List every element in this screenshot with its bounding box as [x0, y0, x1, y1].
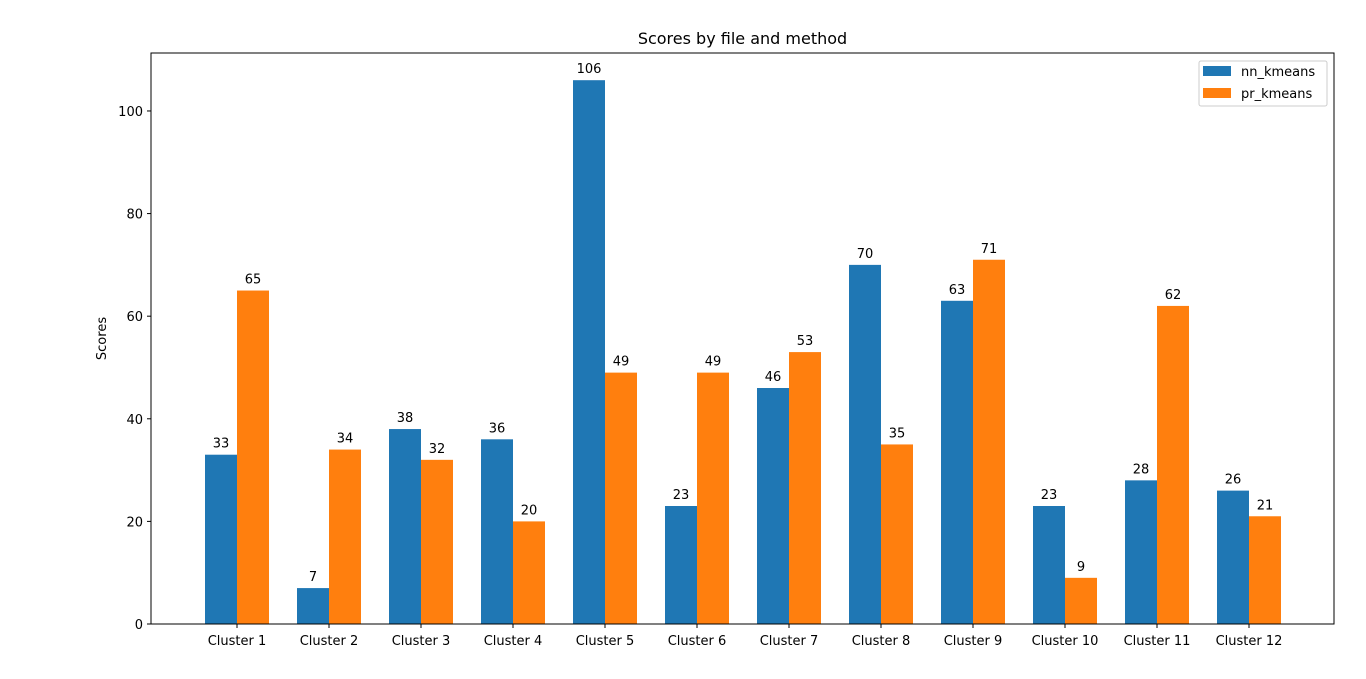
- bar-nn-kmeans-cluster-10: [1033, 506, 1065, 624]
- bar-nn-kmeans-cluster-4: [481, 439, 513, 624]
- x-tick-label: Cluster 3: [392, 634, 451, 649]
- y-tick-label: 80: [126, 208, 143, 223]
- bar-nn-kmeans-cluster-6: [665, 506, 697, 624]
- bar-value-label: 7: [309, 570, 317, 585]
- x-tick-label: Cluster 8: [852, 634, 911, 649]
- bar-nn-kmeans-cluster-1: [205, 454, 237, 624]
- bar-pr-kmeans-cluster-3: [421, 459, 453, 624]
- legend-swatch-nn-kmeans: [1203, 66, 1231, 76]
- bar-value-label: 26: [1225, 473, 1242, 488]
- y-tick-label: 60: [126, 310, 143, 325]
- bar-value-label: 70: [857, 247, 874, 262]
- bar-pr-kmeans-cluster-11: [1157, 305, 1189, 624]
- x-tick-label: Cluster 10: [1032, 634, 1099, 649]
- bar-nn-kmeans-cluster-3: [389, 429, 421, 624]
- y-tick-label: 40: [126, 413, 143, 428]
- x-tick-label: Cluster 12: [1216, 634, 1283, 649]
- bar-nn-kmeans-cluster-2: [297, 588, 329, 624]
- bar-pr-kmeans-cluster-4: [513, 521, 545, 624]
- bar-nn-kmeans-cluster-12: [1217, 490, 1249, 624]
- bar-pr-kmeans-cluster-6: [697, 372, 729, 624]
- bar-value-label: 34: [337, 432, 354, 447]
- x-tick-label: Cluster 5: [576, 634, 635, 649]
- legend-label-pr-kmeans: pr_kmeans: [1241, 87, 1312, 102]
- y-tick-label: 20: [126, 515, 143, 530]
- bar-pr-kmeans-cluster-2: [329, 449, 361, 624]
- bar-value-label: 32: [429, 442, 446, 457]
- x-tick-label: Cluster 1: [208, 634, 267, 649]
- chart-title: Scores by file and method: [638, 29, 847, 48]
- bar-value-label: 65: [245, 273, 262, 288]
- bar-value-label: 9: [1077, 560, 1085, 575]
- bar-value-label: 38: [397, 411, 414, 426]
- x-tick-label: Cluster 9: [944, 634, 1003, 649]
- bar-value-label: 63: [949, 283, 966, 298]
- legend-label-nn-kmeans: nn_kmeans: [1241, 65, 1315, 80]
- bar-value-label: 62: [1165, 288, 1182, 303]
- bar-labels-group: 33 65 7 34 38 32 36 20 106 49 23 49 46 53 70 35 63 71 23 9 2…: [213, 62, 1274, 585]
- legend: nn_kmeans pr_kmeans: [1198, 60, 1328, 107]
- y-axis-title: Scores: [95, 317, 110, 360]
- bar-pr-kmeans-cluster-5: [605, 372, 637, 624]
- bar-value-label: 36: [489, 421, 506, 436]
- bar-pr-kmeans-cluster-12: [1249, 516, 1281, 624]
- bar-value-label: 23: [673, 488, 690, 503]
- bar-nn-kmeans-cluster-8: [849, 264, 881, 624]
- bar-value-label: 21: [1257, 498, 1274, 513]
- plot-frame: [150, 52, 1335, 625]
- bar-value-label: 71: [981, 242, 998, 257]
- bar-value-label: 46: [765, 370, 782, 385]
- x-tick-label: Cluster 11: [1124, 634, 1191, 649]
- bar-value-label: 49: [705, 355, 722, 370]
- bar-nn-kmeans-cluster-5: [573, 80, 605, 624]
- bar-value-label: 33: [213, 437, 230, 452]
- bar-value-label: 28: [1133, 462, 1150, 477]
- bar-pr-kmeans-cluster-7: [789, 352, 821, 624]
- bar-pr-kmeans-cluster-10: [1065, 577, 1097, 624]
- y-axis: 0 20 40 60 80 100: [118, 105, 151, 633]
- x-tick-label: Cluster 6: [668, 634, 727, 649]
- bar-value-label: 20: [521, 503, 538, 518]
- bar-nn-kmeans-cluster-9: [941, 300, 973, 624]
- x-axis: Cluster 1 Cluster 2 Cluster 3 Cluster 4 Clus…: [208, 624, 1283, 649]
- x-tick-label: Cluster 2: [300, 634, 359, 649]
- bar-value-label: 53: [797, 334, 814, 349]
- bar-pr-kmeans-cluster-1: [237, 290, 269, 624]
- bar-value-label: 23: [1041, 488, 1058, 503]
- y-tick-label: 0: [135, 618, 143, 633]
- bar-value-label: 106: [577, 62, 602, 77]
- bars-group: [205, 80, 1281, 624]
- legend-swatch-pr-kmeans: [1203, 88, 1231, 98]
- bar-nn-kmeans-cluster-11: [1125, 480, 1157, 624]
- bar-value-label: 49: [613, 355, 630, 370]
- bar-pr-kmeans-cluster-9: [973, 259, 1005, 624]
- x-tick-label: Cluster 7: [760, 634, 819, 649]
- bar-value-label: 35: [889, 426, 906, 441]
- bar-pr-kmeans-cluster-8: [881, 444, 913, 624]
- y-tick-label: 100: [118, 105, 143, 120]
- bar-nn-kmeans-cluster-7: [757, 388, 789, 624]
- x-tick-label: Cluster 4: [484, 634, 543, 649]
